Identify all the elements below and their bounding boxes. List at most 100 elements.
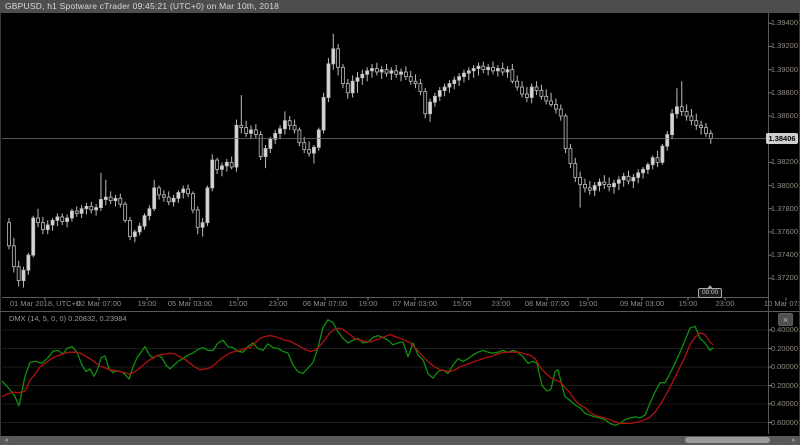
- candle-bear: [123, 203, 128, 221]
- candle-bull: [84, 206, 89, 210]
- candle-bear: [292, 124, 297, 131]
- candle-bear: [413, 80, 418, 84]
- candle-bull: [428, 101, 432, 115]
- candle-bear: [195, 209, 200, 228]
- candle-bear: [215, 159, 220, 170]
- candle-bull: [592, 185, 597, 191]
- candle-bear: [297, 129, 302, 144]
- candle-bear: [244, 127, 249, 134]
- candle-bear: [554, 104, 558, 110]
- candle-bear: [7, 222, 11, 247]
- close-icon: ×: [782, 315, 789, 325]
- candle-bull: [70, 210, 74, 219]
- scrollbar-thumb[interactable]: [685, 437, 770, 443]
- candle-bear: [626, 175, 631, 182]
- candle-bear: [699, 124, 704, 129]
- candle-bear: [704, 127, 708, 134]
- candle-bull: [616, 179, 621, 184]
- candle-bull: [471, 68, 476, 72]
- candle-bull: [79, 208, 84, 214]
- candle-bear: [302, 142, 307, 151]
- candle-bull: [442, 86, 447, 91]
- candle-bear: [539, 90, 544, 97]
- candle-bear: [60, 216, 65, 222]
- candle-bear: [108, 196, 113, 202]
- candle-bear: [40, 222, 45, 231]
- candle-bull: [370, 68, 374, 72]
- candle-bear: [118, 197, 123, 205]
- candle-bull: [99, 199, 103, 208]
- indicator-close-button[interactable]: ×: [778, 313, 793, 326]
- candle-bear: [74, 210, 79, 214]
- candle-bear: [157, 187, 161, 196]
- candle-bull: [452, 79, 457, 84]
- candle-bull: [399, 71, 403, 75]
- candle-bear: [491, 66, 495, 72]
- candle-bull: [529, 86, 534, 98]
- scroll-left-arrow-icon[interactable]: ◄: [3, 437, 10, 444]
- candle-bear: [534, 86, 539, 91]
- candle-bull: [675, 106, 679, 115]
- candle-bear: [510, 69, 515, 82]
- candle-bull: [631, 177, 636, 182]
- candle-bear: [258, 134, 263, 157]
- candle-bull: [65, 217, 69, 222]
- scroll-right-arrow-icon[interactable]: ►: [790, 437, 797, 444]
- candle-bull: [437, 90, 442, 97]
- candle-bear: [481, 65, 486, 71]
- candle-bear: [418, 83, 423, 93]
- candle-bull: [650, 157, 655, 166]
- candle-bull: [224, 161, 229, 167]
- candle-bear: [655, 157, 660, 163]
- candle-bear: [708, 133, 713, 139]
- candle-bull: [137, 225, 142, 233]
- dmx-red-line: [1, 327, 714, 425]
- candle-bear: [11, 245, 16, 268]
- candle-bear: [403, 71, 408, 78]
- candle-bull: [152, 187, 157, 210]
- candle-bear: [128, 219, 132, 237]
- candle-bull: [486, 66, 491, 71]
- candle-bull: [326, 63, 331, 98]
- candle-bear: [89, 206, 94, 211]
- candle-bear: [384, 69, 389, 74]
- candle-bull: [389, 70, 394, 74]
- candle-bear: [423, 91, 428, 115]
- candle-bear: [607, 184, 612, 188]
- candle-bear: [287, 120, 292, 126]
- candle-bull: [210, 159, 215, 189]
- candle-bull: [31, 217, 36, 256]
- candle-bull: [200, 222, 205, 228]
- candle-bear: [16, 266, 21, 282]
- candle-bull: [94, 207, 99, 211]
- candle-bull: [621, 175, 626, 181]
- candle-bear: [602, 181, 607, 185]
- candle-bull: [466, 70, 471, 74]
- candle-bull: [457, 76, 462, 81]
- candle-bear: [374, 68, 379, 73]
- candle-bull: [171, 197, 176, 203]
- horizontal-scrollbar[interactable]: [0, 436, 800, 445]
- candle-bull: [641, 168, 645, 174]
- candle-bear: [500, 68, 505, 73]
- candle-bear: [341, 66, 345, 84]
- candle-bull: [142, 215, 147, 227]
- candle-bull: [205, 187, 210, 224]
- candle-bull: [176, 192, 181, 199]
- dmx-green-line: [1, 319, 714, 426]
- candle-bear: [394, 70, 399, 75]
- candle-bull: [636, 172, 641, 178]
- candle-bull: [50, 219, 55, 226]
- candle-bull: [355, 77, 360, 82]
- candle-bear: [583, 184, 587, 189]
- candle-bear: [36, 217, 40, 224]
- candle-bear: [587, 187, 592, 191]
- candle-bull: [273, 133, 278, 140]
- candle-bull: [612, 182, 616, 188]
- candle-bull: [234, 124, 239, 168]
- candle-bear: [229, 161, 234, 168]
- candle-bull: [282, 120, 287, 130]
- candle-bear: [524, 93, 529, 98]
